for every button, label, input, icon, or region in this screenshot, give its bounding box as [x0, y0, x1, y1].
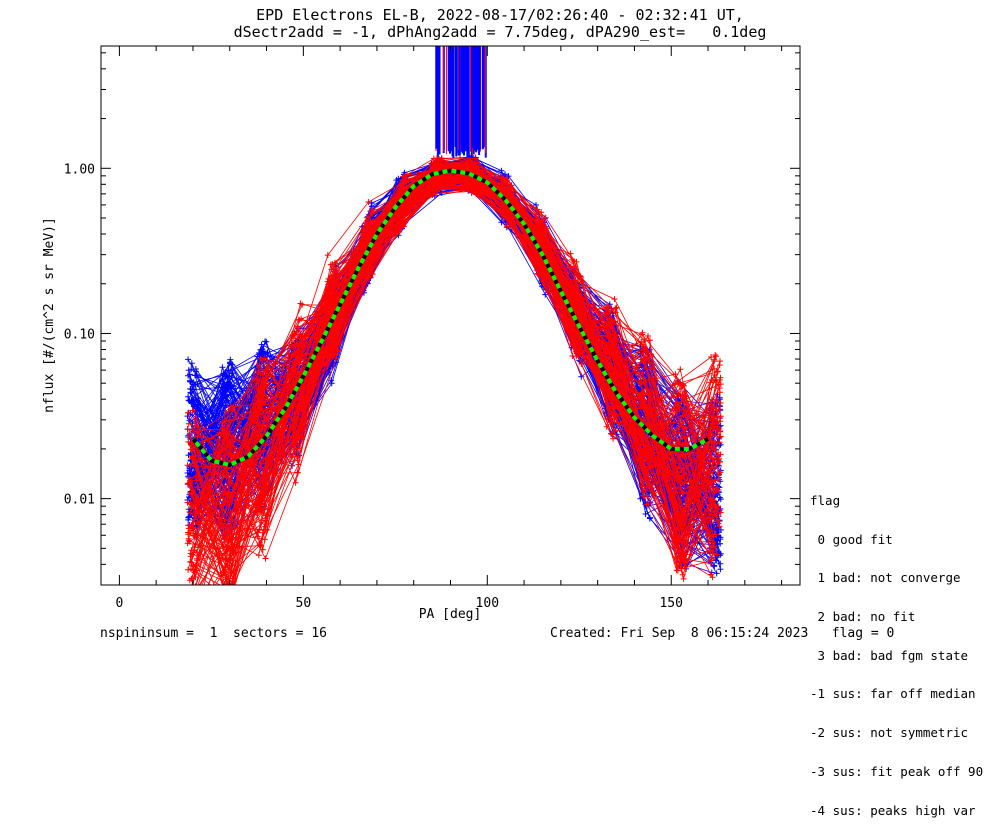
red-trace [188, 160, 713, 585]
red-trace [196, 159, 721, 579]
red-trace [195, 164, 718, 517]
legend-item: -3 sus: fit peak off 90 [810, 763, 984, 779]
legend-item: -2 sus: not symmetric [810, 725, 969, 741]
fit-curve-green [191, 168, 709, 468]
legend-item: -4 sus: peaks high var [810, 802, 976, 818]
legend-item: 2 bad: no fit [810, 608, 916, 624]
red-trace [188, 174, 717, 563]
red-trace [194, 188, 717, 568]
red-trace [191, 175, 717, 585]
red-trace-markers [194, 156, 715, 569]
chart-svg: 0 50 100 150 0.01 0.10 1.00 PA [deg] nflux [#/… [42, 45, 801, 622]
x-tick-label: 50 [296, 596, 312, 611]
axis-ticks [101, 46, 800, 586]
red-trace [189, 157, 712, 581]
x-tick-label: 150 [659, 596, 682, 611]
red-trace [191, 182, 712, 579]
red-trace [187, 166, 721, 470]
red-trace [194, 167, 719, 573]
legend-item: 0 good fit [810, 531, 893, 547]
y-tick-label: 0.10 [64, 327, 95, 342]
axis-tick-labels: 0 50 100 150 0.01 0.10 1.00 [64, 162, 683, 611]
y-tick-label: 1.00 [64, 162, 95, 177]
legend-item: 3 bad: bad fgm state [810, 647, 969, 663]
legend-title: flag [810, 492, 841, 508]
chart-title: EPD Electrons EL-B, 2022-08-17/02:26:40 … [256, 6, 744, 24]
chart-subtitle: dSectr2add = -1, dPhAng2add = 7.75deg, d… [233, 23, 767, 41]
x-tick-label: 0 [115, 596, 123, 611]
red-trace-markers [186, 155, 715, 584]
x-axis-label: PA [deg] [419, 607, 482, 622]
red-trace [187, 171, 716, 556]
fit-curve [191, 168, 709, 468]
legend-item: 1 bad: not converge [810, 570, 961, 586]
footer-spin-info: nspininsum = 1 sectors = 16 [100, 626, 327, 641]
red-trace [197, 181, 712, 560]
y-axis-label: nflux [#/(cm^2 s sr MeV)] [42, 217, 57, 413]
red-trace-markers [191, 186, 720, 570]
legend-item: -1 sus: far off median [810, 686, 976, 702]
y-tick-label: 0.01 [64, 493, 95, 508]
red-trace [193, 165, 721, 567]
red-trace [188, 169, 719, 529]
red-trace [191, 185, 719, 548]
red-trace-bundle [184, 155, 724, 585]
x-tick-label: 100 [476, 596, 499, 611]
footer-created-info: Created: Fri Sep 8 06:15:24 2023 flag = … [550, 626, 895, 641]
